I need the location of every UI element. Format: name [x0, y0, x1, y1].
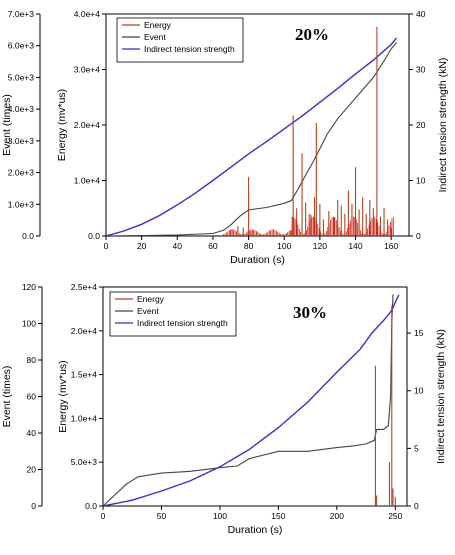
event-tick-label: 60 [27, 392, 37, 402]
x-axis-label: Duration (s) [228, 524, 283, 536]
energy-axis-label: Energy (mv*us) [57, 360, 69, 432]
force-tick-label: 0 [414, 501, 419, 511]
x-tick-label: 60 [208, 241, 218, 251]
legend-entry: Indirect tension strength [144, 44, 235, 54]
x-tick-label: 140 [348, 241, 362, 251]
force-tick-label: 10 [414, 386, 424, 396]
x-tick-label: 40 [173, 241, 183, 251]
event-tick-label: 100 [22, 319, 36, 329]
event-series-line [106, 42, 397, 236]
x-axis-label: Duration (s) [230, 254, 285, 266]
energy-tick-label: 3.0e+4 [74, 65, 101, 75]
force-axis-label: Indirect tension strength (kN) [435, 329, 447, 464]
event-axis-label: Event (times) [1, 94, 13, 156]
x-tick-label: 250 [388, 511, 402, 521]
energy-tick-label: 2.5e+4 [71, 282, 98, 292]
force-tick-label: 30 [416, 65, 426, 75]
force-tick-label: 40 [416, 9, 426, 19]
force-tick-label: 20 [416, 120, 426, 130]
x-tick-label: 100 [213, 511, 227, 521]
force-tick-label: 5 [414, 443, 419, 453]
event-tick-label: 20 [27, 465, 37, 475]
energy-tick-label: 5.0e+3 [71, 457, 98, 467]
x-tick-label: 80 [244, 241, 254, 251]
energy-tick-label: 0.0 [88, 231, 100, 241]
strength-series-line [106, 37, 398, 236]
energy-tick-label: 1.0e+4 [74, 176, 101, 186]
event-axis-label: Event (times) [1, 366, 13, 428]
event-tick-label: 0 [31, 501, 36, 511]
plot-frame [102, 286, 408, 507]
x-tick-label: 160 [384, 241, 398, 251]
event-tick-label: 1.0e+3 [8, 199, 35, 209]
event-tick-label: 40 [27, 428, 37, 438]
event-tick-label: 7.0e+3 [8, 9, 35, 19]
energy-tick-label: 1.0e+4 [71, 413, 98, 423]
x-tick-label: 150 [271, 511, 285, 521]
force-tick-label: 10 [416, 176, 426, 186]
x-tick-label: 50 [157, 511, 167, 521]
energy-tick-label: 1.5e+4 [71, 370, 98, 380]
legend-entry: Event [137, 306, 159, 316]
energy-tick-label: 2.0e+4 [71, 326, 98, 336]
event-tick-label: 5.0e+3 [8, 72, 35, 82]
event-tick-label: 6.0e+3 [8, 41, 35, 51]
event-tick-label: 80 [27, 355, 37, 365]
legend-entry: Energy [137, 294, 165, 304]
event-tick-label: 3.0e+3 [8, 136, 35, 146]
legend-box [116, 17, 244, 63]
x-tick-label: 120 [313, 241, 327, 251]
x-tick-label: 0 [104, 241, 109, 251]
force-tick-label: 15 [414, 328, 424, 338]
energy-axis-label: Energy (mv*us) [56, 89, 68, 161]
force-tick-label: 0 [416, 231, 421, 241]
event-tick-label: 120 [22, 282, 36, 292]
plot-area [103, 294, 400, 506]
x-tick-label: 0 [101, 511, 106, 521]
legend-entry: Event [144, 32, 166, 42]
event-tick-label: 0.0 [22, 231, 34, 241]
x-tick-label: 20 [137, 241, 147, 251]
energy-tick-label: 2.0e+4 [74, 120, 101, 130]
panel-label: 30% [293, 303, 327, 322]
legend-entry: Energy [144, 20, 172, 30]
force-axis-label: Indirect tension strength (kN) [437, 58, 449, 193]
x-tick-label: 100 [277, 241, 291, 251]
energy-tick-label: 0.0 [85, 501, 97, 511]
event-series-line [103, 294, 394, 506]
panel-label: 20% [295, 25, 329, 44]
energy-tick-label: 4.0e+4 [74, 9, 101, 19]
x-tick-label: 200 [330, 511, 344, 521]
legend-entry: Indirect tension strength [137, 318, 228, 328]
event-tick-label: 2.0e+3 [8, 168, 35, 178]
plot-area [106, 26, 398, 236]
event-tick-label: 4.0e+3 [8, 104, 35, 114]
